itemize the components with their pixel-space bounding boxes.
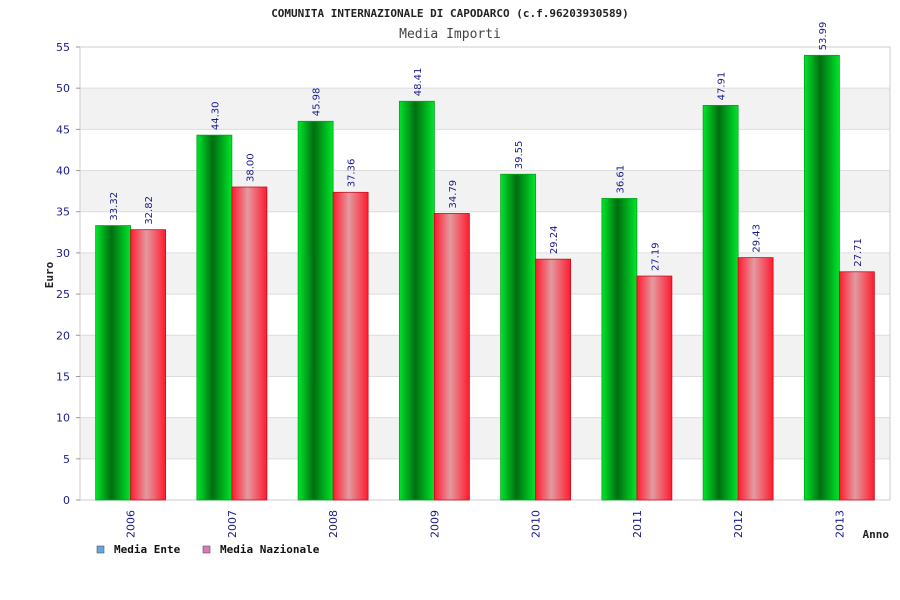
value-label-media-nazionale: 29.24 bbox=[549, 226, 560, 255]
y-tick-label: 45 bbox=[56, 123, 70, 136]
bar-media-ente bbox=[95, 225, 132, 501]
x-tick-label: 2008 bbox=[327, 510, 340, 538]
y-tick-label: 40 bbox=[56, 165, 70, 178]
value-label-media-nazionale: 37.36 bbox=[347, 159, 358, 188]
bar-media-nazionale bbox=[636, 275, 673, 501]
x-tick-label: 2011 bbox=[631, 510, 644, 538]
grid-band bbox=[80, 88, 890, 130]
x-tick-label: 2013 bbox=[833, 510, 846, 538]
plot-area bbox=[79, 46, 891, 501]
legend-swatch-media-nazionale bbox=[202, 545, 211, 554]
value-label-media-nazionale: 27.71 bbox=[853, 238, 864, 267]
value-label-media-ente: 47.91 bbox=[717, 72, 728, 101]
grid-band bbox=[80, 47, 890, 89]
chart-title: COMUNITA INTERNAZIONALE DI CAPODARCO (c.… bbox=[271, 7, 629, 20]
bar-media-ente bbox=[196, 134, 233, 501]
value-label-media-nazionale: 32.82 bbox=[144, 196, 155, 225]
y-tick-label: 0 bbox=[63, 494, 70, 507]
bar-media-ente bbox=[803, 54, 840, 501]
bar-media-nazionale bbox=[838, 271, 875, 501]
x-tick-label: 2007 bbox=[226, 510, 239, 538]
bar-media-nazionale bbox=[231, 186, 268, 501]
x-axis-title: Anno bbox=[863, 528, 890, 541]
bar-media-nazionale bbox=[130, 229, 167, 501]
value-label-media-nazionale: 34.79 bbox=[448, 180, 459, 209]
y-axis-title: Euro bbox=[43, 261, 56, 288]
value-label-media-ente: 53.99 bbox=[818, 22, 829, 51]
bar-media-ente bbox=[702, 104, 739, 501]
y-tick-label: 25 bbox=[56, 288, 70, 301]
value-label-media-ente: 45.98 bbox=[312, 88, 323, 117]
value-label-media-nazionale: 27.19 bbox=[650, 242, 661, 271]
value-label-media-nazionale: 29.43 bbox=[752, 224, 763, 253]
x-tick-label: 2009 bbox=[428, 510, 441, 538]
legend-swatch-media-ente bbox=[96, 545, 105, 554]
y-tick-label: 15 bbox=[56, 370, 70, 383]
y-tick-label: 55 bbox=[56, 41, 70, 54]
bar-media-ente bbox=[500, 173, 537, 501]
chart-subtitle: Media Importi bbox=[399, 27, 501, 42]
bar-media-ente bbox=[601, 198, 638, 501]
bar-media-ente bbox=[398, 100, 435, 501]
value-label-media-ente: 48.41 bbox=[413, 68, 424, 97]
y-tick-label: 50 bbox=[56, 82, 70, 95]
x-tick-label: 2006 bbox=[125, 510, 138, 538]
y-tick-label: 10 bbox=[56, 412, 70, 425]
bar-media-nazionale bbox=[535, 258, 572, 501]
y-tick-label: 30 bbox=[56, 247, 70, 260]
value-label-media-ente: 36.61 bbox=[615, 165, 626, 194]
value-label-media-ente: 33.32 bbox=[109, 192, 120, 221]
x-tick-label: 2010 bbox=[530, 510, 543, 538]
value-label-media-nazionale: 38.00 bbox=[245, 153, 256, 182]
y-tick-label: 35 bbox=[56, 206, 70, 219]
bar-media-nazionale bbox=[737, 257, 774, 501]
legend: Media Ente Media Nazionale bbox=[96, 543, 320, 556]
legend-label-media-ente: Media Ente bbox=[114, 543, 181, 556]
x-tick-label: 2012 bbox=[732, 510, 745, 538]
bar-media-nazionale bbox=[433, 213, 470, 501]
bar-media-nazionale bbox=[332, 191, 369, 501]
y-tick-label: 5 bbox=[63, 453, 70, 466]
value-label-media-ente: 44.30 bbox=[210, 101, 221, 130]
legend-label-media-nazionale: Media Nazionale bbox=[220, 543, 320, 556]
y-tick-label: 20 bbox=[56, 329, 70, 342]
value-label-media-ente: 39.55 bbox=[514, 141, 525, 170]
bar-media-ente bbox=[297, 120, 334, 501]
